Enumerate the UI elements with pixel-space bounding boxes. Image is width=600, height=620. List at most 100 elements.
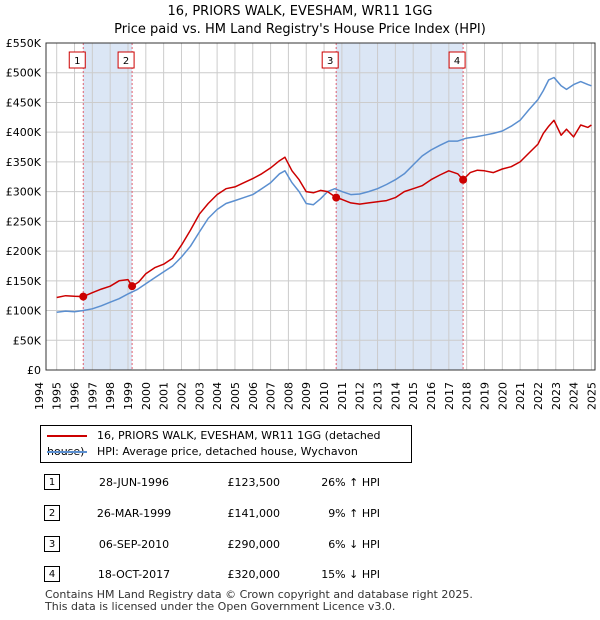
x-tick-label: 2008: [282, 382, 295, 410]
y-tick-label: £50K: [13, 334, 42, 347]
x-tick-label: 2003: [193, 382, 206, 410]
transaction-number: 3: [44, 536, 60, 552]
y-tick-label: £400K: [6, 126, 42, 139]
transaction-price: £123,500: [227, 476, 281, 489]
x-tick-label: 2000: [140, 382, 153, 410]
transaction-row: 1 28-JUN-1996 £123,500 26% ↑ HPI: [40, 474, 600, 492]
sale-badge-box: [117, 51, 135, 69]
sale-points: [79, 175, 468, 301]
transaction-hpi: 15% ↓ HPI: [321, 568, 380, 581]
transaction-date: 28-JUN-1996: [98, 476, 170, 489]
shaded-period: [83, 43, 133, 370]
transaction-hpi: 26% ↑ HPI: [321, 476, 380, 489]
x-tick-label: 2023: [550, 382, 563, 410]
x-tick-label: 2017: [443, 382, 456, 410]
chart-subtitle: Price paid vs. HM Land Registry's House …: [114, 22, 486, 37]
legend: 16, PRIORS WALK, EVESHAM, WR11 1GG (deta…: [40, 425, 412, 463]
x-tick-label: 2005: [229, 382, 242, 410]
x-tick-label: 2016: [425, 382, 438, 410]
transaction-number: 1: [44, 474, 60, 490]
plot-frame: [45, 42, 596, 371]
sale-point: [79, 292, 88, 301]
x-tick-label: 2004: [211, 382, 224, 410]
x-tick-label: 2022: [532, 382, 545, 410]
legend-item-hpi: HPI: Average price, detached house, Wych…: [47, 444, 358, 460]
y-tick-label: £500K: [6, 67, 42, 80]
y-tick-label: £100K: [6, 305, 42, 318]
y-tick-label: £350K: [6, 156, 42, 169]
x-tick-label: 1994: [33, 382, 46, 410]
transaction-number: 4: [44, 566, 60, 582]
x-tick-label: 2015: [407, 382, 420, 410]
x-tick-label: 2002: [175, 382, 188, 410]
x-tick-label: 2007: [265, 382, 278, 410]
y-tick-label: £300K: [6, 186, 42, 199]
x-tick-label: 2014: [389, 382, 402, 410]
x-tick-label: 2019: [478, 382, 491, 410]
x-tick-label: 2018: [461, 382, 474, 410]
y-tick-label: £450K: [6, 96, 42, 109]
y-tick-label: £250K: [6, 215, 42, 228]
x-tick-label: 1999: [122, 382, 135, 410]
transaction-price: £290,000: [227, 538, 281, 551]
footer: Contains HM Land Registry data © Crown c…: [45, 589, 473, 613]
plot-background: [46, 43, 595, 370]
sale-marker-lines: [82, 43, 464, 370]
sale-point: [128, 282, 137, 291]
transaction-row: 4 18-OCT-2017 £320,000 15% ↓ HPI: [40, 566, 600, 584]
sale-point: [459, 175, 468, 184]
transaction-price: £320,000: [227, 568, 281, 581]
x-tick-label: 2001: [158, 382, 171, 410]
sale-badge-box: [448, 51, 466, 69]
hpi-line: [56, 76, 592, 314]
y-tick-label: £200K: [6, 245, 42, 258]
transaction-hpi: 6% ↓ HPI: [328, 538, 380, 551]
sale-badge-box: [321, 51, 339, 69]
sale-badge-box: [68, 51, 86, 69]
footer-line-1: Contains HM Land Registry data © Crown c…: [45, 588, 473, 601]
legend-swatch-property: [47, 435, 87, 437]
transaction-date: 26-MAR-1999: [96, 507, 172, 520]
chart-title: 16, PRIORS WALK, EVESHAM, WR11 1GG: [167, 4, 433, 19]
transaction-hpi: 9% ↑ HPI: [328, 507, 380, 520]
transaction-date: 18-OCT-2017: [97, 568, 171, 581]
legend-label-hpi: HPI: Average price, detached house, Wych…: [97, 445, 358, 458]
x-tick-label: 1995: [51, 382, 64, 410]
sale-badge-label: 2: [123, 56, 129, 67]
sale-badge-label: 3: [327, 56, 333, 67]
property-price-line: [56, 119, 592, 299]
legend-item-property: 16, PRIORS WALK, EVESHAM, WR11 1GG (deta…: [47, 428, 411, 458]
shaded-periods: [46, 43, 595, 370]
x-tick-label: 2011: [336, 382, 349, 410]
transaction-number: 2: [44, 505, 60, 521]
shaded-period: [336, 43, 464, 370]
x-tick-label: 2009: [300, 382, 313, 410]
transaction-row: 2 26-MAR-1999 £141,000 9% ↑ HPI: [40, 505, 600, 523]
y-tick-label: £0: [27, 364, 41, 377]
price-chart: 1 2 3 4 £0 £50K £100K £150K £200K £250K £300K £350…: [6, 37, 599, 410]
sale-point: [332, 193, 341, 202]
y-axis-ticks: £0 £50K £100K £150K £200K £250K £300K £350K £400…: [6, 37, 42, 377]
x-tick-label: 2010: [318, 382, 331, 410]
transaction-date: 06-SEP-2010: [98, 538, 170, 551]
x-tick-label: 2020: [496, 382, 509, 410]
x-tick-label: 2006: [247, 382, 260, 410]
sale-badge-label: 1: [74, 56, 80, 67]
transaction-price: £141,000: [227, 507, 281, 520]
x-tick-label: 1997: [86, 382, 99, 410]
x-tick-label: 2025: [585, 382, 598, 410]
x-tick-label: 2021: [514, 382, 527, 410]
footer-line-2: This data is licensed under the Open Gov…: [45, 600, 396, 613]
transaction-row: 3 06-SEP-2010 £290,000 6% ↓ HPI: [40, 536, 600, 554]
legend-swatch-hpi: [47, 451, 87, 453]
x-tick-label: 1996: [69, 382, 82, 410]
x-axis-ticks: 1994 1995 1996 1997 1998 1999 2000 2001 2002 2003…: [33, 382, 599, 410]
x-tick-label: 2024: [568, 382, 581, 410]
x-tick-label: 2012: [354, 382, 367, 410]
series-lines: [56, 76, 592, 314]
x-tick-label: 2013: [372, 382, 385, 410]
sale-badges: 1 2 3 4: [68, 51, 466, 69]
x-tick-label: 1998: [104, 382, 117, 410]
sale-badge-label: 4: [454, 56, 460, 67]
y-tick-label: £150K: [6, 275, 42, 288]
